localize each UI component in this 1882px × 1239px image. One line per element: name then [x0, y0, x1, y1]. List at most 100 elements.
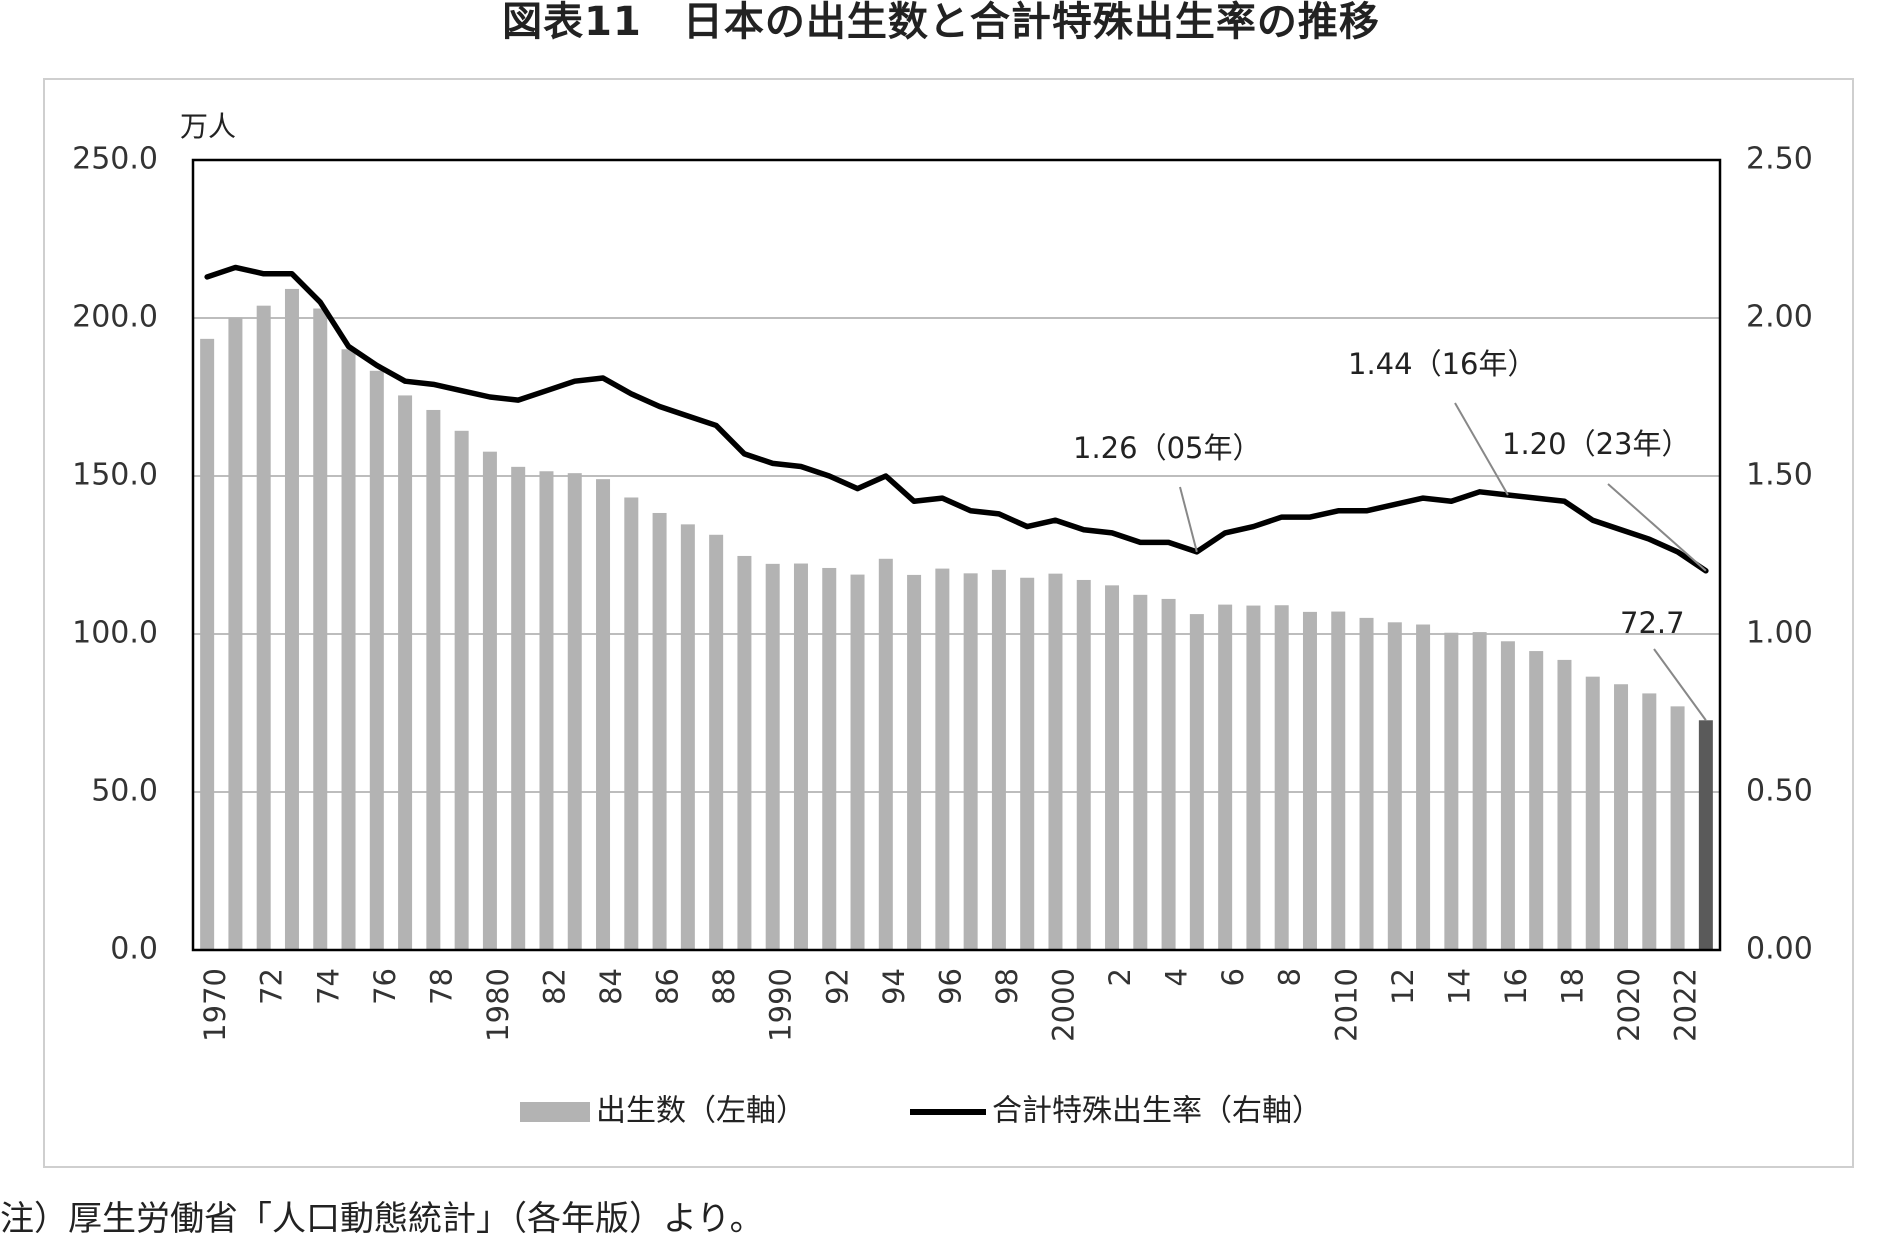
bar — [313, 308, 328, 950]
x-tick-label: 4 — [1160, 968, 1194, 986]
bar — [1359, 617, 1374, 950]
bar — [1670, 706, 1685, 950]
x-tick-label: 2010 — [1329, 968, 1363, 1042]
bar — [1642, 693, 1657, 950]
bar — [341, 349, 356, 950]
bar — [935, 568, 950, 950]
chart-frame — [43, 78, 1854, 1168]
right-axis-tick-label: 1.00 — [1746, 616, 1813, 651]
bar — [822, 567, 837, 950]
bar — [1472, 632, 1487, 950]
bar — [1500, 641, 1515, 950]
bar — [1076, 579, 1091, 950]
legend-swatch-bar — [520, 1102, 590, 1122]
bar — [426, 409, 441, 951]
bar — [398, 395, 413, 950]
bar — [1218, 604, 1233, 950]
annotation-label: 1.20（23年） — [1502, 427, 1690, 461]
bar — [1133, 594, 1148, 950]
right-axis-tick-label: 2.00 — [1746, 300, 1813, 335]
bar — [709, 534, 724, 950]
left-axis-tick-label: 50.0 — [91, 774, 158, 809]
bar — [1529, 651, 1544, 950]
bar — [1444, 632, 1459, 950]
bar — [680, 524, 695, 950]
bar — [1387, 622, 1402, 950]
x-tick-label: 2000 — [1046, 968, 1080, 1042]
bar — [1331, 611, 1346, 950]
x-tick-label: 16 — [1499, 968, 1533, 1005]
x-tick-label: 78 — [424, 968, 458, 1005]
left-axis-tick-label: 200.0 — [72, 300, 158, 335]
bar — [482, 451, 497, 950]
x-tick-label: 98 — [990, 968, 1024, 1005]
left-axis-tick-label: 100.0 — [72, 616, 158, 651]
bar — [1585, 676, 1600, 950]
x-tick-label: 92 — [820, 968, 854, 1005]
x-tick-label: 94 — [877, 968, 911, 1005]
bar — [284, 288, 299, 950]
bar — [737, 555, 752, 950]
right-axis-tick-label: 0.50 — [1746, 774, 1813, 809]
bar — [256, 305, 271, 950]
x-tick-label: 2 — [1103, 968, 1137, 986]
bar — [793, 563, 808, 950]
bar — [539, 471, 554, 950]
annotation-leader-line — [1607, 483, 1707, 572]
x-tick-label: 12 — [1386, 968, 1420, 1005]
x-tick-label: 86 — [651, 968, 685, 1005]
x-tick-label: 14 — [1442, 968, 1476, 1005]
bar — [200, 338, 215, 950]
bar — [1614, 684, 1629, 950]
annotation-label: 1.44（16年） — [1348, 347, 1536, 381]
bar — [511, 466, 526, 950]
bar — [596, 479, 611, 950]
bar — [1161, 598, 1176, 950]
x-tick-label: 1990 — [764, 968, 798, 1042]
bar-highlight — [1698, 720, 1713, 950]
bar — [850, 574, 865, 950]
annotation-label: 72.7 — [1620, 606, 1685, 640]
bar — [1246, 605, 1261, 950]
annotation-leader-line — [1454, 402, 1509, 496]
x-tick-label: 8 — [1273, 968, 1307, 986]
bar — [454, 430, 469, 950]
x-tick-label: 74 — [311, 968, 345, 1005]
x-tick-label: 76 — [368, 968, 402, 1005]
left-axis-unit: 万人 — [180, 110, 236, 143]
bar — [567, 473, 582, 950]
legend-label-births: 出生数（左軸） — [596, 1094, 806, 1129]
x-tick-label: 1980 — [481, 968, 515, 1042]
bar — [652, 512, 667, 950]
x-tick-label: 2022 — [1669, 968, 1703, 1042]
annotation-label: 1.26（05年） — [1073, 431, 1261, 465]
x-tick-label: 96 — [933, 968, 967, 1005]
annotation-leader-line — [1653, 648, 1707, 721]
bar — [1416, 624, 1431, 950]
legend-label-fertility-rate: 合計特殊出生率（右軸） — [992, 1094, 1322, 1129]
bar — [624, 497, 639, 950]
x-tick-label: 72 — [255, 968, 289, 1005]
footnote: 注）厚生労働省「人口動態統計」（各年版）より。 — [0, 1199, 764, 1239]
left-axis-tick-label: 250.0 — [72, 142, 158, 177]
bar — [1274, 605, 1289, 950]
x-tick-label: 6 — [1216, 968, 1250, 986]
x-tick-label: 2020 — [1612, 968, 1646, 1042]
line-series-fertility-rate — [204, 264, 1709, 574]
x-tick-label: 1970 — [198, 968, 232, 1042]
bar — [228, 317, 243, 950]
bar — [907, 574, 922, 950]
right-axis-tick-label: 0.00 — [1746, 932, 1813, 967]
bar — [991, 569, 1006, 950]
bar — [1105, 585, 1120, 950]
left-axis-tick-label: 0.0 — [110, 932, 158, 967]
bar — [878, 558, 893, 950]
bar — [765, 563, 780, 950]
bar — [1302, 611, 1317, 950]
chart-title: 図表11 日本の出生数と合計特殊出生率の推移 — [502, 0, 1380, 45]
right-axis-tick-label: 2.50 — [1746, 142, 1813, 177]
bar — [1189, 614, 1204, 950]
left-axis-tick-label: 150.0 — [72, 458, 158, 493]
x-tick-label: 18 — [1555, 968, 1589, 1005]
